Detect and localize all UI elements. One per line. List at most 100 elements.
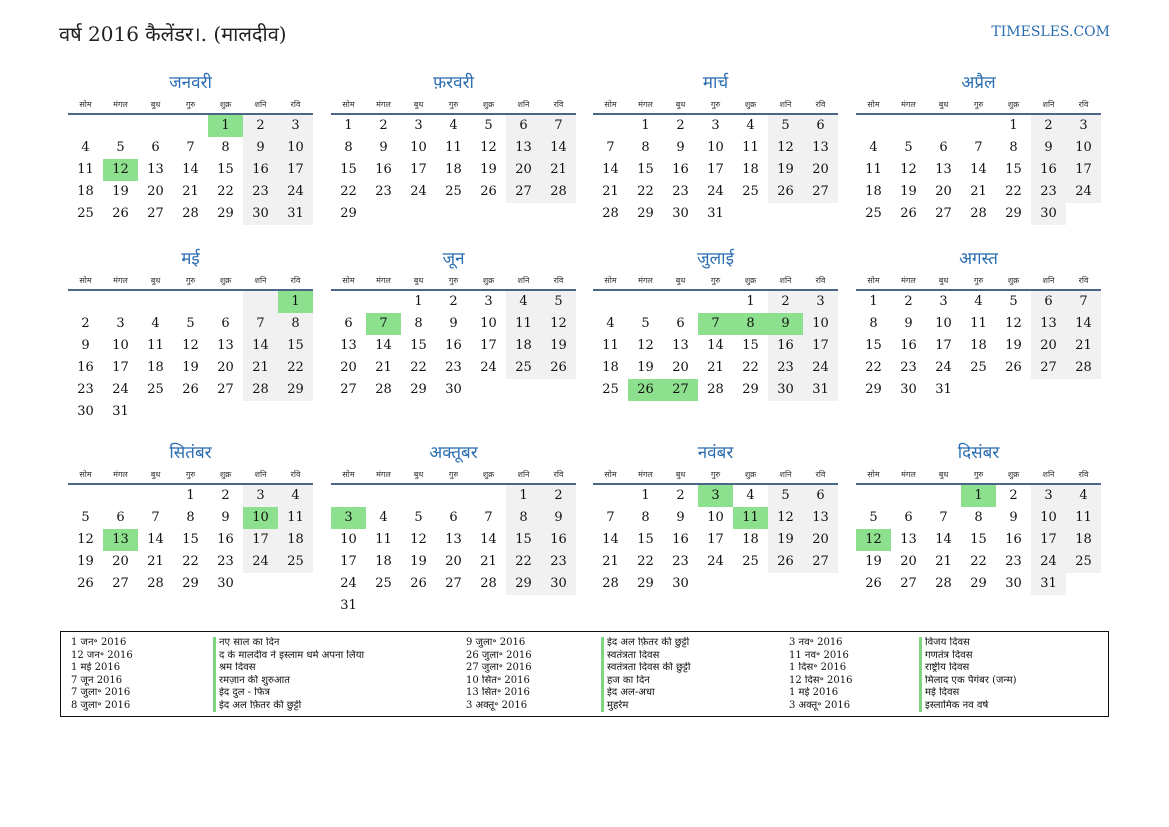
day-cell[interactable]: 31 <box>278 203 313 225</box>
day-cell[interactable]: 24 <box>707 184 724 199</box>
day-cell[interactable]: 14 <box>480 532 497 547</box>
day-cell[interactable]: 10 <box>340 532 357 547</box>
day-cell[interactable]: 16 <box>1031 159 1066 181</box>
day-cell[interactable]: 8 <box>186 510 195 525</box>
day-cell[interactable]: 17 <box>340 554 357 569</box>
day-cell[interactable]: 4 <box>379 510 388 525</box>
day-cell[interactable]: 13 <box>103 529 138 551</box>
day-cell[interactable]: 11 <box>602 338 619 353</box>
day-cell[interactable]: 25 <box>506 357 541 379</box>
day-cell[interactable]: 24 <box>1031 551 1066 573</box>
day-cell[interactable]: 26 <box>900 206 917 221</box>
day-cell[interactable]: 17 <box>243 529 278 551</box>
day-cell[interactable]: 6 <box>344 316 353 331</box>
day-cell[interactable]: 11 <box>147 338 164 353</box>
day-cell[interactable]: 31 <box>707 206 724 221</box>
day-cell[interactable]: 21 <box>541 159 576 181</box>
day-cell[interactable]: 18 <box>865 184 882 199</box>
day-cell[interactable]: 4 <box>151 316 160 331</box>
day-cell[interactable]: 1 <box>506 485 541 507</box>
day-cell[interactable]: 28 <box>970 206 987 221</box>
day-cell[interactable]: 27 <box>112 576 129 591</box>
day-cell[interactable]: 1 <box>278 291 313 313</box>
day-cell[interactable]: 17 <box>935 338 952 353</box>
day-cell[interactable]: 30 <box>900 382 917 397</box>
day-cell[interactable]: 9 <box>541 507 576 529</box>
day-cell[interactable]: 3 <box>698 485 733 507</box>
day-cell[interactable]: 24 <box>410 184 427 199</box>
day-cell[interactable]: 9 <box>1031 137 1066 159</box>
day-cell[interactable]: 2 <box>541 485 576 507</box>
day-cell[interactable]: 22 <box>340 184 357 199</box>
day-cell[interactable]: 19 <box>541 335 576 357</box>
day-cell[interactable]: 31 <box>112 404 129 419</box>
day-cell[interactable]: 17 <box>112 360 129 375</box>
day-cell[interactable]: 5 <box>1009 294 1018 309</box>
day-cell[interactable]: 15 <box>217 162 234 177</box>
day-cell[interactable]: 3 <box>939 294 948 309</box>
day-cell[interactable]: 23 <box>1005 554 1022 569</box>
day-cell[interactable]: 9 <box>904 316 913 331</box>
day-cell[interactable]: 17 <box>707 162 724 177</box>
day-cell[interactable]: 21 <box>147 554 164 569</box>
day-cell[interactable]: 28 <box>375 382 392 397</box>
day-cell[interactable]: 28 <box>147 576 164 591</box>
day-cell[interactable]: 14 <box>970 162 987 177</box>
day-cell[interactable]: 12 <box>182 338 199 353</box>
day-cell[interactable]: 18 <box>506 335 541 357</box>
day-cell[interactable]: 30 <box>77 404 94 419</box>
day-cell[interactable]: 16 <box>672 162 689 177</box>
day-cell[interactable]: 23 <box>445 360 462 375</box>
day-cell[interactable]: 5 <box>768 115 803 137</box>
day-cell[interactable]: 13 <box>217 338 234 353</box>
day-cell[interactable]: 25 <box>742 554 759 569</box>
day-cell[interactable]: 15 <box>1005 162 1022 177</box>
day-cell[interactable]: 11 <box>77 162 94 177</box>
day-cell[interactable]: 10 <box>480 316 497 331</box>
day-cell[interactable]: 27 <box>935 206 952 221</box>
day-cell[interactable]: 8 <box>641 140 650 155</box>
day-cell[interactable]: 3 <box>414 118 423 133</box>
day-cell[interactable]: 6 <box>803 115 838 137</box>
day-cell[interactable]: 20 <box>1031 335 1066 357</box>
day-cell[interactable]: 28 <box>243 379 278 401</box>
day-cell[interactable]: 5 <box>414 510 423 525</box>
day-cell[interactable]: 18 <box>742 162 759 177</box>
day-cell[interactable]: 22 <box>865 360 882 375</box>
day-cell[interactable]: 29 <box>506 573 541 595</box>
day-cell[interactable]: 26 <box>768 181 803 203</box>
day-cell[interactable]: 24 <box>803 357 838 379</box>
day-cell[interactable]: 22 <box>742 360 759 375</box>
day-cell[interactable]: 4 <box>449 118 458 133</box>
day-cell[interactable]: 10 <box>112 338 129 353</box>
day-cell[interactable]: 13 <box>900 532 917 547</box>
day-cell[interactable]: 17 <box>278 159 313 181</box>
day-cell[interactable]: 1 <box>641 118 650 133</box>
day-cell[interactable]: 25 <box>602 382 619 397</box>
day-cell[interactable]: 8 <box>278 313 313 335</box>
day-cell[interactable]: 6 <box>1031 291 1066 313</box>
day-cell[interactable]: 27 <box>147 206 164 221</box>
day-cell[interactable]: 27 <box>1031 357 1066 379</box>
day-cell[interactable]: 10 <box>1066 137 1101 159</box>
day-cell[interactable]: 9 <box>1009 510 1018 525</box>
day-cell[interactable]: 17 <box>410 162 427 177</box>
day-cell[interactable]: 21 <box>970 184 987 199</box>
day-cell[interactable]: 10 <box>278 137 313 159</box>
day-cell[interactable]: 13 <box>672 338 689 353</box>
day-cell[interactable]: 22 <box>182 554 199 569</box>
day-cell[interactable]: 10 <box>707 510 724 525</box>
day-cell[interactable]: 30 <box>672 206 689 221</box>
day-cell[interactable]: 7 <box>541 115 576 137</box>
day-cell[interactable]: 24 <box>1066 181 1101 203</box>
day-cell[interactable]: 9 <box>768 313 803 335</box>
day-cell[interactable]: 23 <box>217 554 234 569</box>
day-cell[interactable]: 27 <box>803 551 838 573</box>
day-cell[interactable]: 30 <box>541 573 576 595</box>
day-cell[interactable]: 14 <box>375 338 392 353</box>
day-cell[interactable]: 24 <box>935 360 952 375</box>
day-cell[interactable]: 12 <box>768 507 803 529</box>
day-cell[interactable]: 29 <box>742 382 759 397</box>
day-cell[interactable]: 11 <box>1066 507 1101 529</box>
day-cell[interactable]: 12 <box>637 338 654 353</box>
